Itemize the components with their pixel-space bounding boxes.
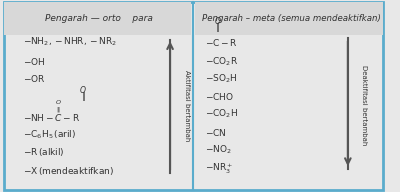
Text: $\|$: $\|$ xyxy=(215,21,220,34)
Text: $-\mathrm{R}\,(\mathrm{alkil})$: $-\mathrm{R}\,(\mathrm{alkil})$ xyxy=(23,146,65,158)
Text: $-\mathrm{CO_2R}$: $-\mathrm{CO_2R}$ xyxy=(205,55,238,68)
Text: $-\mathrm{CO_2H}$: $-\mathrm{CO_2H}$ xyxy=(205,107,238,120)
Text: $-\mathrm{CN}$: $-\mathrm{CN}$ xyxy=(205,127,226,138)
Text: $-\mathrm{NO_2}$: $-\mathrm{NO_2}$ xyxy=(205,143,232,156)
Text: $O$: $O$ xyxy=(79,84,87,95)
FancyBboxPatch shape xyxy=(195,2,383,35)
Text: $-\mathrm{X}\,(\mathrm{mendeaktifkan})$: $-\mathrm{X}\,(\mathrm{mendeaktifkan})$ xyxy=(23,165,114,177)
Text: Pengarah – meta (semua mendeaktifkan): Pengarah – meta (semua mendeaktifkan) xyxy=(202,14,381,23)
Text: $-\mathrm{SO_2H}$: $-\mathrm{SO_2H}$ xyxy=(205,72,237,85)
Text: $-\mathrm{OR}$: $-\mathrm{OR}$ xyxy=(23,73,46,84)
Text: Aktifitasi bertambah: Aktifitasi bertambah xyxy=(184,70,190,141)
Text: $-\mathrm{C_6H_5}\,(\mathrm{aril})$: $-\mathrm{C_6H_5}\,(\mathrm{aril})$ xyxy=(23,128,76,141)
Text: $-\mathrm{OH}$: $-\mathrm{OH}$ xyxy=(23,56,46,67)
Text: Pengarah — orto    para: Pengarah — orto para xyxy=(45,14,152,23)
Text: $-\mathrm{NR^+_3}$: $-\mathrm{NR^+_3}$ xyxy=(205,162,233,176)
Text: $-\mathrm{CHO}$: $-\mathrm{CHO}$ xyxy=(205,90,234,102)
Text: Deaktifitasi bertambah: Deaktifitasi bertambah xyxy=(361,65,367,146)
Text: $-\mathrm{C}-\mathrm{R}$: $-\mathrm{C}-\mathrm{R}$ xyxy=(205,37,238,48)
Text: $-\mathrm{NH}_{2}, -\mathrm{NHR}, -\mathrm{NR}_{2}$: $-\mathrm{NH}_{2}, -\mathrm{NHR}, -\math… xyxy=(23,36,117,49)
FancyBboxPatch shape xyxy=(4,2,383,190)
FancyBboxPatch shape xyxy=(4,2,191,35)
Text: $O$: $O$ xyxy=(214,15,222,26)
Text: $\|$: $\|$ xyxy=(81,90,86,103)
Text: $-\mathrm{NH}-\overset{O}{\overset{\|}{C}}-\mathrm{R}$: $-\mathrm{NH}-\overset{O}{\overset{\|}{C… xyxy=(23,98,80,124)
